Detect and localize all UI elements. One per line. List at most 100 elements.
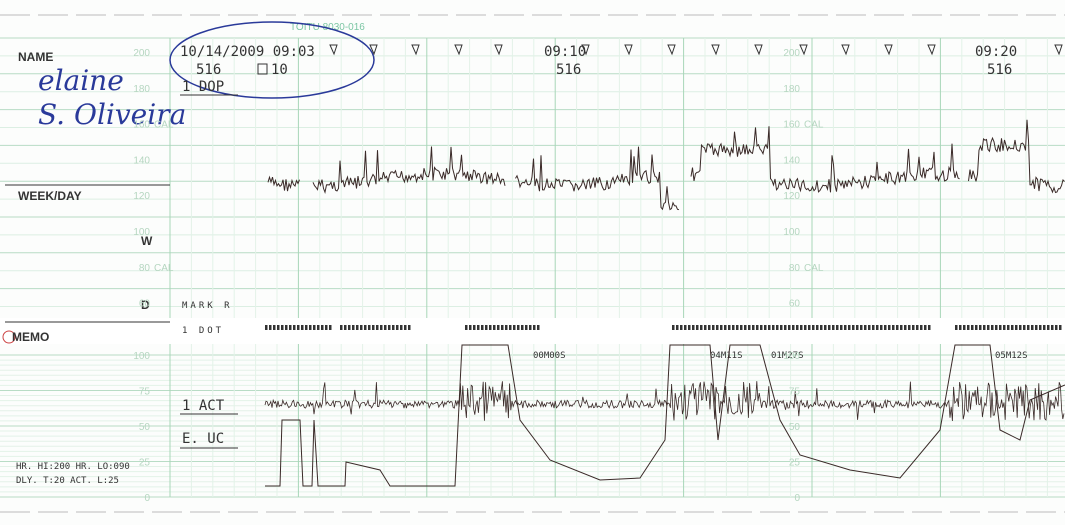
dot-mark (804, 325, 807, 330)
dot-mark (768, 325, 771, 330)
dot-mark (404, 325, 407, 330)
dot-mark (808, 325, 811, 330)
mark-time: 09:20 (975, 44, 1017, 60)
event-mark (329, 44, 338, 56)
dot-mark (368, 325, 371, 330)
event-mark (494, 44, 503, 56)
dot-mark (888, 325, 891, 330)
event-mark (927, 44, 936, 56)
cal-label: CAL (804, 263, 824, 274)
uc-scale-label: 75 (789, 387, 801, 398)
dot-mark (744, 325, 747, 330)
dot-mark (696, 325, 699, 330)
timer: 01M27S (771, 351, 804, 361)
event-mark (799, 44, 808, 56)
dot-mark (868, 325, 871, 330)
dot-mark (692, 325, 695, 330)
uc-label: E. UC (182, 431, 224, 447)
dot-mark (928, 325, 931, 330)
dot-mark (959, 325, 962, 330)
act-label: 1 ACT (182, 398, 225, 414)
start-time: 10/14/2009 09:03 (180, 44, 315, 60)
dot-mark (816, 325, 819, 330)
dot-mark (772, 325, 775, 330)
dot-mark (372, 325, 375, 330)
uc-scale-label: 25 (139, 458, 151, 469)
dot-mark (281, 325, 284, 330)
dot-mark (265, 325, 268, 330)
hr-scale-label: 140 (783, 155, 800, 166)
dot-mark (892, 325, 895, 330)
dot-mark (285, 325, 288, 330)
dot-mark (788, 325, 791, 330)
dot-mark (293, 325, 296, 330)
dot-mark (987, 325, 990, 330)
dot-mark (684, 325, 687, 330)
hr-scale-label: 60 (139, 299, 151, 310)
dot-mark (920, 325, 923, 330)
dot-mark (356, 325, 359, 330)
uc-scale-label: 50 (139, 422, 151, 433)
dot-mark (752, 325, 755, 330)
dot-mark (900, 325, 903, 330)
memo-circle (2, 330, 16, 344)
dot-mark (979, 325, 982, 330)
dot-mark (408, 325, 411, 330)
mark-code: 516 (556, 62, 581, 78)
dot-mark (776, 325, 779, 330)
timer: 00M00S (533, 351, 566, 361)
dot-mark (325, 325, 328, 330)
w-label: W (141, 234, 153, 248)
dot-mark (400, 325, 403, 330)
dot-mark (269, 325, 272, 330)
start-box: 10 (271, 62, 288, 78)
dot-mark (971, 325, 974, 330)
uc-trace (265, 344, 1065, 487)
dot-mark (904, 325, 907, 330)
dot-mark (376, 325, 379, 330)
dot-mark (533, 325, 536, 330)
fhr-trace (267, 119, 1065, 211)
dot-mark (676, 325, 679, 330)
dot-mark (1023, 325, 1026, 330)
uc-scale-label: 75 (139, 387, 151, 398)
cal-label: CAL (154, 263, 174, 274)
event-mark (667, 44, 676, 56)
hr-scale-label: 200 (783, 48, 800, 59)
hr-scale-label: 180 (133, 84, 150, 95)
hr-scale-label: 180 (783, 84, 800, 95)
dot-mark (999, 325, 1002, 330)
dot-mark (908, 325, 911, 330)
dot-mark (380, 325, 383, 330)
dot-mark (509, 325, 512, 330)
dot-mark (321, 325, 324, 330)
dot-mark (481, 325, 484, 330)
dot-mark (792, 325, 795, 330)
dot-mark (521, 325, 524, 330)
dot-mark (848, 325, 851, 330)
dot-mark (872, 325, 875, 330)
dot-mark (740, 325, 743, 330)
hr-scale-label: 120 (133, 191, 150, 202)
dot-mark (329, 325, 332, 330)
dot-mark (489, 325, 492, 330)
uc-scale-label: 0 (144, 493, 150, 504)
dot-mark (344, 325, 347, 330)
settings: DLY. T:20 ACT. L:25 (16, 476, 119, 486)
dot-mark (364, 325, 367, 330)
settings: HR. HI:200 HR. LO:090 (16, 462, 130, 472)
dot-mark (916, 325, 919, 330)
dot-mark (473, 325, 476, 330)
dot-mark (273, 325, 276, 330)
dot-mark (1051, 325, 1054, 330)
dot-mark (1031, 325, 1034, 330)
cal-label: CAL (804, 120, 824, 131)
name-label: NAME (18, 50, 53, 64)
event-mark (754, 44, 763, 56)
hr-scale-label: 60 (789, 299, 801, 310)
dot-mark (896, 325, 899, 330)
dot-mark (348, 325, 351, 330)
dot-mark (824, 325, 827, 330)
event-mark (1054, 44, 1063, 56)
event-mark (884, 44, 893, 56)
